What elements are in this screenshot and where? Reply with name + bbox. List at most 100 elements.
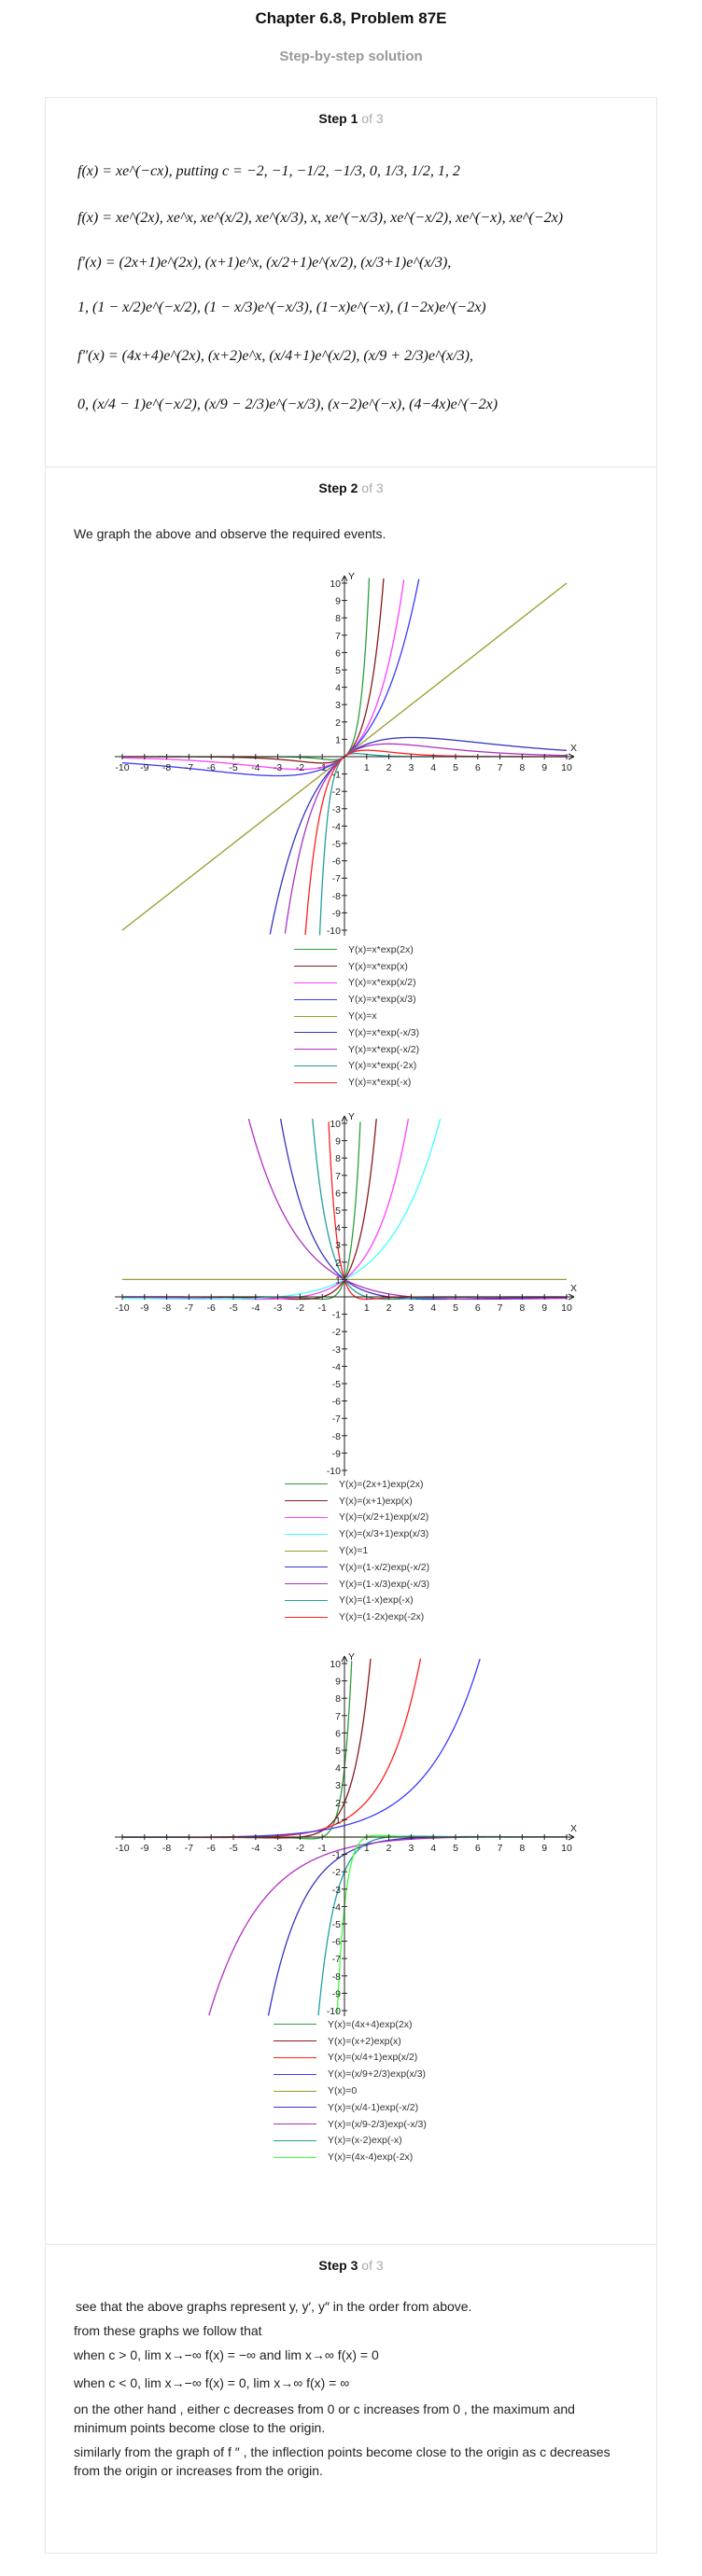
y-tick-label: -9 (332, 908, 341, 919)
x-tick-label: -7 (185, 1302, 193, 1314)
y-tick-label: -9 (332, 1448, 341, 1459)
x-tick-label: -6 (207, 1843, 216, 1854)
x-tick-label: -6 (207, 762, 216, 773)
x-axis-arrow (568, 1293, 575, 1301)
step3-line-4: when c < 0, lim x→−∞ f(x) = 0, lim x→∞ f… (74, 2375, 350, 2390)
series-line-6 (269, 736, 568, 935)
legend-swatch (274, 2123, 316, 2125)
x-tick-label: -4 (251, 1843, 260, 1854)
y-axis-arrow (341, 1655, 348, 1663)
legend-swatch (274, 2024, 316, 2026)
legend-swatch (294, 1032, 337, 1034)
legend-item: Y(x)=(x/3+1)exp(x/3) (285, 1525, 429, 1542)
x-axis-arrow (568, 753, 575, 760)
x-tick-label: -3 (274, 1302, 282, 1314)
x-axis-label: X (570, 743, 577, 754)
y-tick-label: 1 (335, 1815, 341, 1826)
legend-item: Y(x)=0 (274, 2082, 427, 2099)
legend-item: Y(x)=(x+2)exp(x) (274, 2033, 427, 2050)
y-tick-label: 3 (335, 1240, 341, 1251)
y-axis-label: Y (348, 571, 355, 582)
step-1-panel: Step 1 of 3 f(x) = xe^(−cx), putting c =… (45, 97, 657, 467)
legend-swatch (285, 1516, 328, 1518)
legend-label: Y(x)=x*exp(-2x) (348, 1060, 417, 1072)
y-tick-label: -7 (332, 1954, 341, 1965)
y-tick-label: 9 (335, 1136, 341, 1148)
legend-label: Y(x)=(2x+1)exp(2x) (339, 1478, 424, 1490)
step1-line-5: f″(x) = (4x+4)e^(2x), (x+2)e^x, (x/4+1)e… (77, 348, 473, 364)
y-tick-label: 3 (335, 700, 341, 711)
legend-swatch (285, 1583, 328, 1585)
step2-intro: We graph the above and observe the requi… (74, 526, 386, 541)
legend-item: Y(x)=(1-2x)exp(-2x) (285, 1608, 429, 1625)
legend-item: Y(x)=(1-x)exp(-x) (285, 1593, 429, 1609)
x-tick-label: -3 (274, 1843, 282, 1854)
legend-label: Y(x)=(1-x/2)exp(-x/2) (339, 1561, 430, 1573)
legend-swatch (274, 2040, 316, 2042)
y-tick-label: 4 (335, 1763, 341, 1775)
legend-label: Y(x)=(x/9+2/3)exp(x/3) (328, 2068, 427, 2081)
y-tick-label: -4 (332, 1901, 341, 1913)
x-tick-label: -7 (185, 1843, 193, 1854)
legend-swatch (294, 949, 337, 951)
y-tick-label: -9 (332, 1988, 341, 1999)
x-tick-label: 7 (498, 1302, 503, 1314)
x-tick-label: 8 (519, 1843, 525, 1854)
x-tick-label: 9 (541, 1843, 547, 1854)
legend-item: Y(x)=x*exp(-2x) (294, 1058, 419, 1075)
legend-item: Y(x)=(4x-4)exp(-2x) (274, 2149, 427, 2165)
legend-label: Y(x)=x*exp(x/3) (348, 994, 416, 1006)
x-tick-label: 1 (364, 762, 370, 773)
legend-f: Y(x)=x*exp(2x) Y(x)=x*exp(x) Y(x)=x*exp(x/… (294, 941, 419, 1091)
x-tick-label: 4 (430, 762, 436, 773)
x-tick-label: 10 (561, 762, 572, 773)
step3-line-6: minimum points become close to the origi… (74, 2420, 326, 2435)
y-tick-label: -1 (332, 1850, 341, 1861)
legend-item: Y(x)=(x/4+1)exp(x/2) (274, 2050, 427, 2067)
y-tick-label: 3 (335, 1780, 341, 1791)
legend-swatch (294, 982, 337, 983)
x-tick-label: -8 (162, 1302, 171, 1314)
graph-f-double-prime: X Y -10 -9 -8 -7 -6 -5 -4 -3 -2 -1 1 2 3 4 5 6 7 8 9 10 -10 -9 -… (115, 1651, 577, 2017)
y-tick-label: -8 (332, 1431, 341, 1442)
legend-label: Y(x)=(x+1)exp(x) (339, 1495, 413, 1507)
y-tick-label: 8 (335, 1693, 341, 1705)
legend-item: Y(x)=(x-2)exp(-x) (274, 2133, 427, 2150)
legend-swatch (274, 2073, 316, 2075)
x-tick-label: -9 (140, 1302, 148, 1314)
x-tick-label: -5 (229, 1302, 237, 1314)
legend-label: Y(x)=x*exp(x/2) (348, 977, 416, 989)
y-axis-arrow (341, 575, 348, 582)
x-tick-label: 5 (453, 762, 458, 773)
legend-label: Y(x)=x*exp(2x) (348, 943, 414, 955)
x-tick-label: 4 (430, 1302, 436, 1314)
x-tick-label: 7 (498, 1843, 503, 1854)
x-tick-label: -2 (296, 1843, 304, 1854)
graph-f: X Y -10 -9 -8 -7 -6 -5 -4 -3 -2 -1 1 2 3 4 5 6 7 8 9 10 -10 -9 -… (115, 571, 577, 937)
legend-label: Y(x)=(x/3+1)exp(x/3) (339, 1528, 429, 1540)
legend-item: Y(x)=x*exp(x) (294, 958, 419, 975)
series-line-8 (318, 752, 567, 936)
legend-label: Y(x)=(x-2)exp(-x) (328, 2135, 402, 2147)
x-tick-label: 1 (364, 1843, 370, 1854)
legend-item: Y(x)=(1-x/3)exp(-x/3) (285, 1576, 429, 1593)
x-tick-label: -9 (140, 1843, 148, 1854)
step-2-total: of 3 (361, 480, 384, 495)
series-line-8 (317, 1835, 567, 2016)
series-line-7 (284, 743, 568, 934)
legend-swatch (294, 1015, 337, 1017)
y-tick-label: -7 (332, 873, 341, 884)
x-tick-label: -5 (229, 1843, 237, 1854)
step-1-total: of 3 (361, 111, 384, 126)
step-3-total: of 3 (361, 2258, 384, 2273)
y-tick-label: -2 (332, 1327, 341, 1338)
x-tick-label: -2 (296, 1302, 304, 1314)
legend-item: Y(x)=1 (285, 1542, 429, 1559)
x-tick-label: 1 (364, 1302, 370, 1314)
y-tick-label: 5 (335, 1746, 341, 1757)
legend-label: Y(x)=(4x+4)exp(2x) (328, 2018, 413, 2030)
x-tick-label: 6 (475, 762, 481, 773)
y-tick-label: 7 (335, 631, 341, 642)
series-line-8 (312, 1119, 567, 1301)
y-tick-label: 2 (335, 717, 341, 729)
